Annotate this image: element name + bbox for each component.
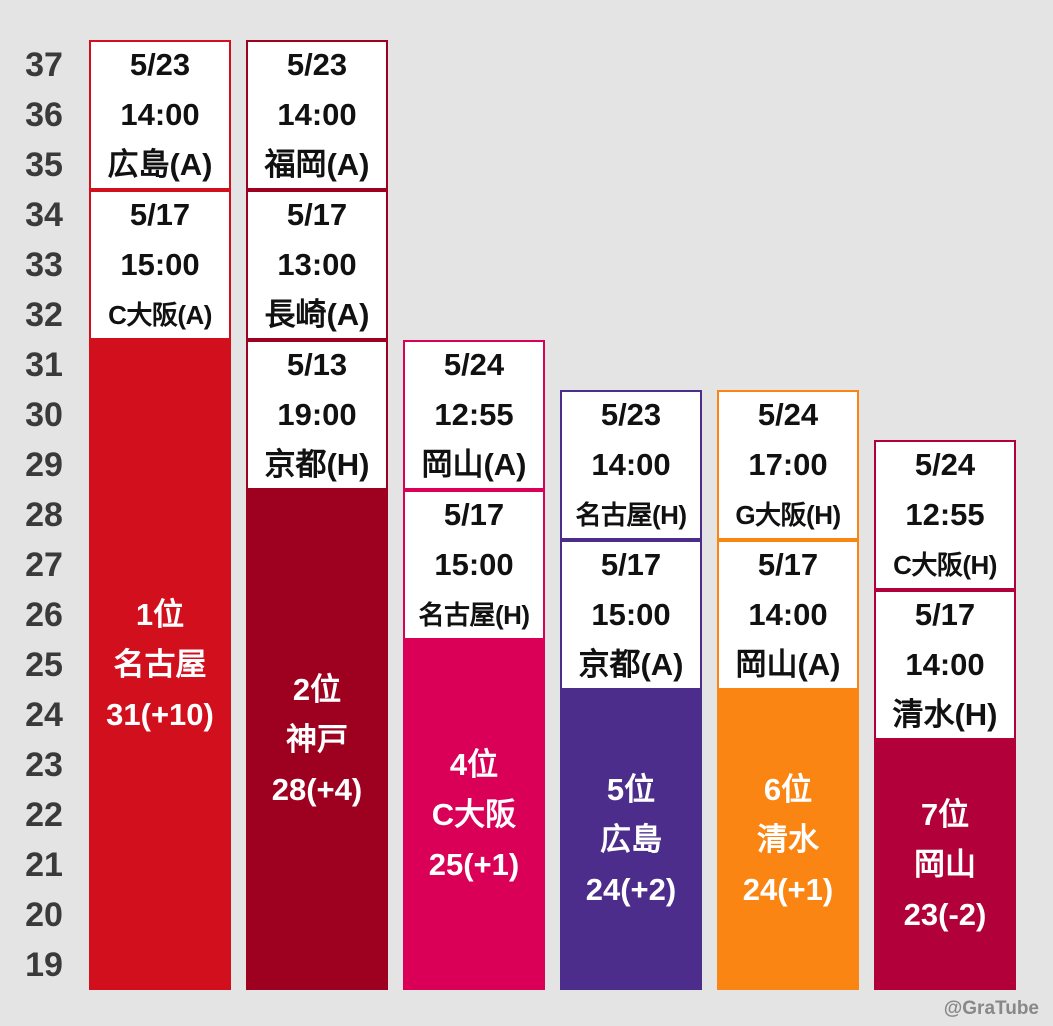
match-time: 19:00 <box>277 397 357 432</box>
match-date: 5/23 <box>129 47 191 82</box>
match-opponent: 福岡(A) <box>264 147 370 182</box>
bar-name: 名古屋 <box>113 647 207 682</box>
match-date: 5/17 <box>600 547 662 582</box>
match-time: 17:00 <box>748 447 828 482</box>
match-opponent: 名古屋(H) <box>575 500 687 530</box>
team-bar: 1位名古屋 31(+10) <box>89 340 231 990</box>
y-tick-label: 27 <box>25 545 63 584</box>
match-date: 5/17 <box>443 497 505 532</box>
team-bar: 4位 C大阪 25(+1) <box>403 640 545 990</box>
y-tick-label: 35 <box>25 145 63 184</box>
match-time: 14:00 <box>277 97 357 132</box>
match-time: 12:55 <box>905 497 985 532</box>
match-time: 14:00 <box>905 647 985 682</box>
y-tick-label: 24 <box>25 695 63 734</box>
match-date: 5/17 <box>129 197 191 232</box>
match-time: 14:00 <box>748 597 828 632</box>
team-bar: 5位広島 24(+2) <box>560 690 702 990</box>
match-opponent: C大阪(A) <box>108 300 212 330</box>
match-box: 5/23 14:00 名古屋(H) <box>560 390 702 540</box>
bar-name: 岡山 <box>914 847 976 882</box>
y-tick-label: 30 <box>25 395 63 434</box>
match-date: 5/13 <box>286 347 348 382</box>
y-tick-label: 22 <box>25 795 63 834</box>
match-box: 5/24 17:00 G大阪(H) <box>717 390 859 540</box>
match-box: 5/23 14:00 広島(A) <box>89 40 231 190</box>
bar-name: 清水 <box>757 822 819 857</box>
bar-name: 神戸 <box>286 722 348 757</box>
match-opponent: 名古屋(H) <box>418 600 530 630</box>
match-date: 5/17 <box>914 597 976 632</box>
match-date: 5/24 <box>757 397 819 432</box>
y-tick-label: 37 <box>25 45 63 84</box>
y-tick-label: 33 <box>25 245 63 284</box>
bar-name: C大阪 <box>431 797 517 832</box>
y-tick-label: 19 <box>25 945 63 984</box>
bar-points-label: 31(+10) <box>106 697 214 732</box>
match-box: 5/23 14:00 福岡(A) <box>246 40 388 190</box>
match-opponent: 京都(H) <box>264 447 370 482</box>
match-box: 5/17 15:00 C大阪(A) <box>89 190 231 340</box>
bar-points-label: 23(-2) <box>903 897 987 932</box>
match-box: 5/17 15:00 京都(A) <box>560 540 702 690</box>
bar-points-label: 24(+2) <box>585 872 677 907</box>
team-bar: 2位神戸 28(+4) <box>246 490 388 990</box>
y-tick-label: 21 <box>25 845 63 884</box>
bar-rank: 2位 <box>292 672 342 707</box>
bar-points-label: 25(+1) <box>428 847 520 882</box>
match-date: 5/24 <box>443 347 505 382</box>
match-box: 5/17 13:00 長崎(A) <box>246 190 388 340</box>
y-tick-label: 20 <box>25 895 63 934</box>
match-date: 5/17 <box>286 197 348 232</box>
y-tick-label: 26 <box>25 595 63 634</box>
match-opponent: G大阪(H) <box>735 500 841 530</box>
y-tick-label: 32 <box>25 295 63 334</box>
watermark: @GraTube <box>943 998 1039 1019</box>
match-box: 5/13 19:00 京都(H) <box>246 340 388 490</box>
match-opponent: 岡山(A) <box>421 447 527 482</box>
team-bar: 7位岡山 23(-2) <box>874 740 1016 990</box>
bar-rank: 4位 <box>449 747 499 782</box>
match-date: 5/17 <box>757 547 819 582</box>
bar-rank: 6位 <box>763 772 813 807</box>
y-tick-label: 29 <box>25 445 63 484</box>
match-box: 5/24 12:55 C大阪(H) <box>874 440 1016 590</box>
bar-rank: 1位 <box>135 597 185 632</box>
match-opponent: 広島(A) <box>107 147 213 182</box>
team-bar: 6位清水 24(+1) <box>717 690 859 990</box>
match-date: 5/23 <box>600 397 662 432</box>
y-tick-label: 25 <box>25 645 63 684</box>
match-time: 15:00 <box>120 247 200 282</box>
bar-name: 広島 <box>600 822 662 857</box>
match-time: 14:00 <box>591 447 671 482</box>
match-date: 5/23 <box>286 47 348 82</box>
bar-points-label: 24(+1) <box>742 872 834 907</box>
match-box: 5/17 14:00 岡山(A) <box>717 540 859 690</box>
y-tick-label: 31 <box>25 345 63 384</box>
match-time: 15:00 <box>591 597 671 632</box>
y-tick-label: 23 <box>25 745 63 784</box>
bar-points-label: 28(+4) <box>271 772 363 807</box>
match-date: 5/24 <box>914 447 976 482</box>
match-time: 14:00 <box>120 97 200 132</box>
match-opponent: 清水(H) <box>892 697 998 732</box>
match-time: 12:55 <box>434 397 514 432</box>
bar-rank: 5位 <box>606 772 656 807</box>
match-box: 5/17 14:00 清水(H) <box>874 590 1016 740</box>
match-opponent: 長崎(A) <box>264 297 370 332</box>
match-opponent: 岡山(A) <box>735 647 841 682</box>
match-box: 5/24 12:55 岡山(A) <box>403 340 545 490</box>
y-tick-label: 28 <box>25 495 63 534</box>
match-time: 13:00 <box>277 247 357 282</box>
match-opponent: 京都(A) <box>578 647 684 682</box>
bar-rank: 7位 <box>920 797 970 832</box>
match-opponent: C大阪(H) <box>893 550 997 580</box>
match-box: 5/17 15:00 名古屋(H) <box>403 490 545 640</box>
match-time: 15:00 <box>434 547 514 582</box>
y-tick-label: 34 <box>25 195 63 234</box>
y-tick-label: 36 <box>25 95 63 134</box>
